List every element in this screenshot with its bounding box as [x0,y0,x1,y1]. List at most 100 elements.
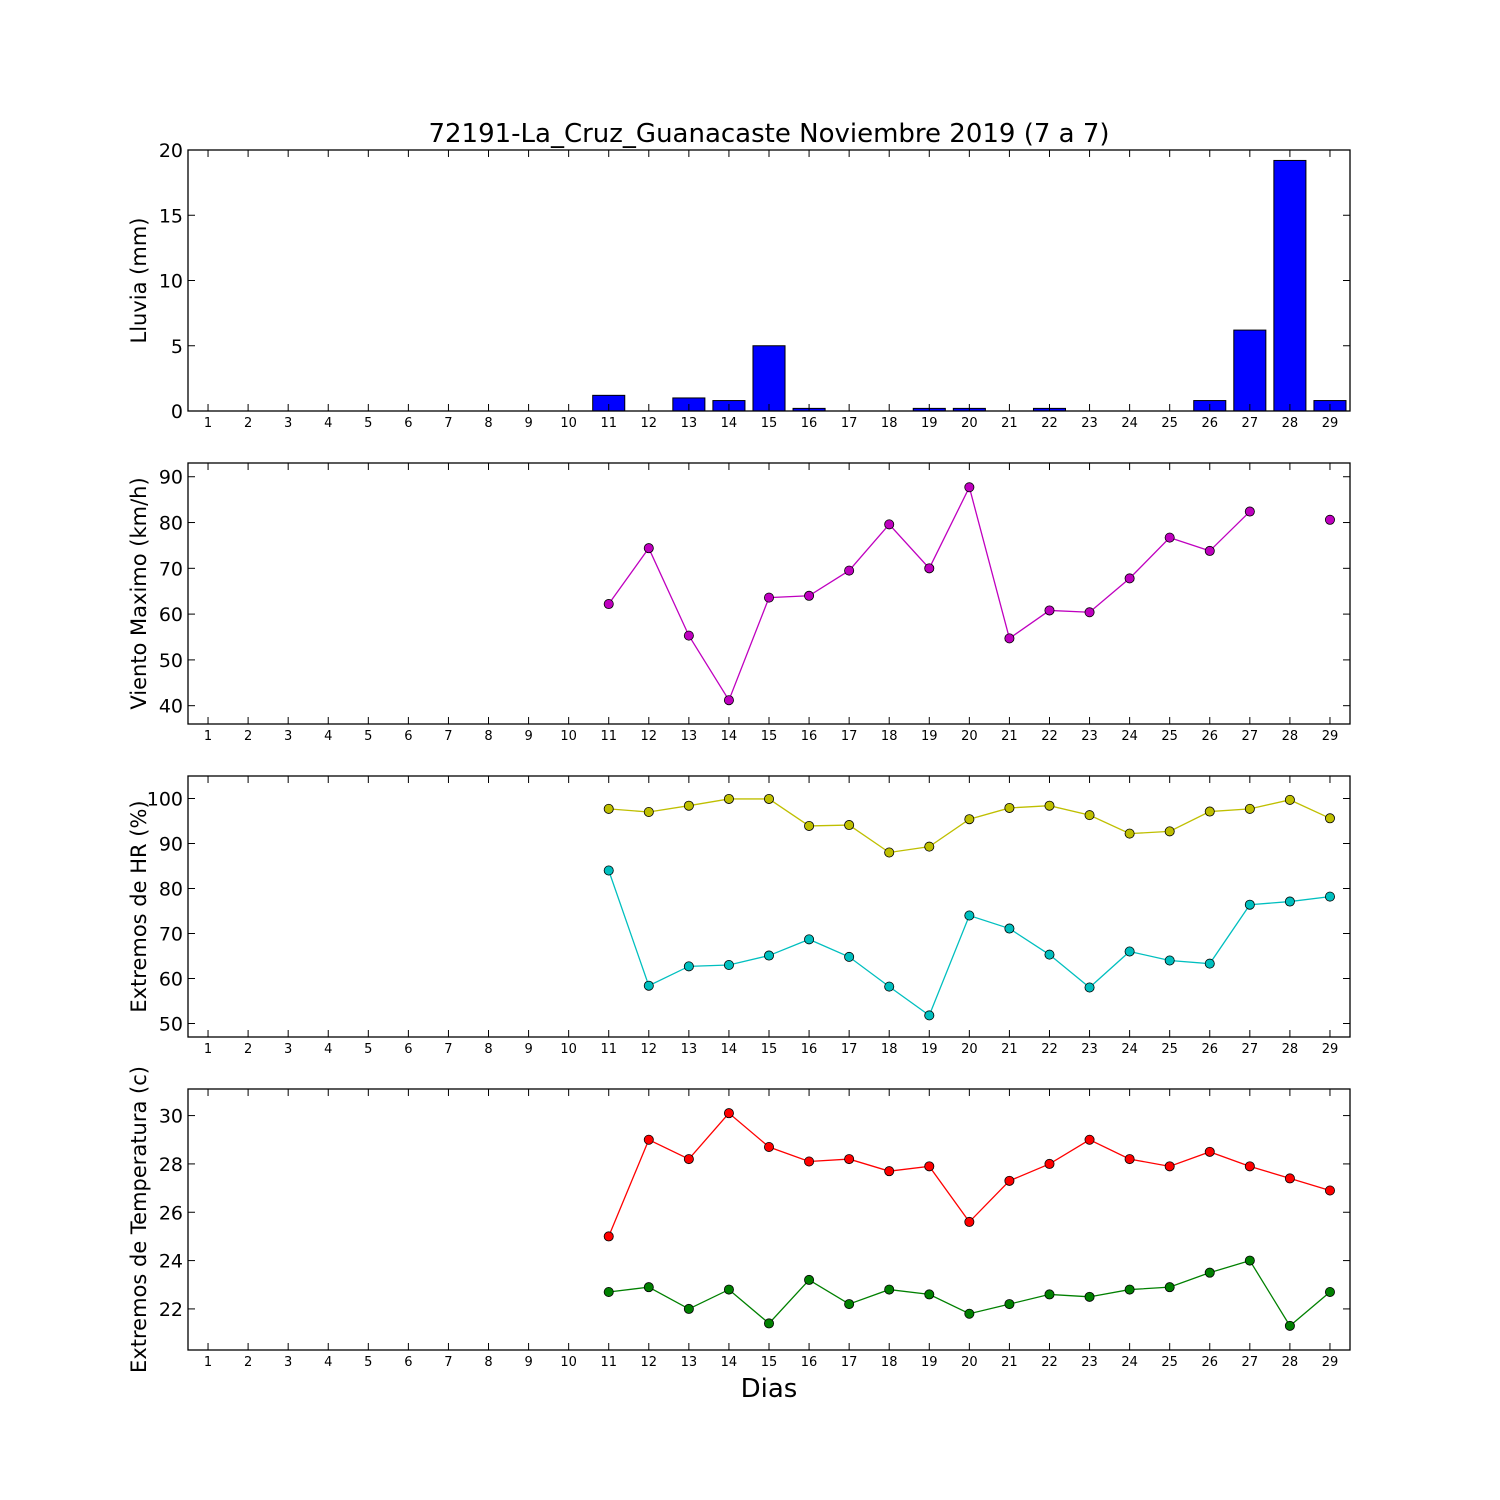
x-tick-label: 22 [1041,1355,1058,1370]
x-tick-label: 29 [1322,729,1339,744]
point-day-13 [683,630,694,641]
x-tick-label: 1 [204,729,212,744]
point-day-17 [844,820,855,831]
point-day-19 [924,1289,935,1300]
point-day-12 [643,807,654,818]
point-day-18 [884,519,895,530]
x-tick-label: 17 [841,1042,858,1057]
x-tick-label: 27 [1242,1355,1259,1370]
point-day-27 [1244,1161,1255,1172]
x-tick-label: 25 [1161,1355,1178,1370]
x-tick-label: 25 [1161,416,1178,431]
x-tick-label: 18 [881,416,898,431]
x-tick-label: 16 [801,416,818,431]
point-day-27 [1244,1255,1255,1266]
y-tick-label: 70 [159,924,183,946]
point-day-12 [643,980,654,991]
x-tick-label: 9 [524,1042,532,1057]
x-tick-label: 14 [721,1355,738,1370]
y-axis-label: Extremos de HR (%) [127,800,151,1012]
point-day-21 [1004,1175,1015,1186]
x-tick-label: 15 [761,1042,778,1057]
x-tick-label: 25 [1161,729,1178,744]
point-day-20 [964,482,975,493]
y-tick-label: 5 [171,336,183,358]
series-1 [603,1108,1335,1242]
y-tick-label: 26 [159,1202,183,1224]
x-tick-label: 26 [1201,1042,1218,1057]
point-day-23 [1084,607,1095,618]
series-2 [603,865,1335,1021]
point-day-26 [1204,1146,1215,1157]
x-tick-label: 15 [761,1355,778,1370]
point-day-22 [1044,800,1055,811]
point-day-17 [844,565,855,576]
point-day-25 [1164,532,1175,543]
point-day-14 [723,793,734,804]
x-tick-label: 26 [1201,1355,1218,1370]
x-tick-label: 20 [961,729,978,744]
point-day-16 [804,934,815,945]
x-tick-label: 3 [284,416,292,431]
x-tick-label: 7 [444,1355,452,1370]
point-day-18 [884,1166,895,1177]
y-tick-label: 10 [159,271,183,293]
x-tick-label: 8 [484,1042,492,1057]
series-1 [603,482,1335,706]
x-tick-label: 1 [204,1355,212,1370]
x-tick-label: 20 [961,1042,978,1057]
x-tick-label: 27 [1242,1042,1259,1057]
point-day-22 [1044,1289,1055,1300]
x-tick-label: 28 [1282,416,1299,431]
y-tick-label: 28 [159,1154,183,1176]
bar-day-27 [1233,329,1267,412]
x-tick-label: 5 [364,729,372,744]
x-tick-label: 4 [324,1355,332,1370]
x-tick-label: 24 [1121,416,1138,431]
x-tick-label: 2 [244,729,252,744]
x-tick-label: 13 [681,1355,698,1370]
x-tick-label: 16 [801,1355,818,1370]
x-tick-label: 17 [841,416,858,431]
x-tick-label: 18 [881,729,898,744]
x-tick-label: 1 [204,416,212,431]
y-tick-label: 22 [159,1299,183,1321]
point-day-24 [1124,1284,1135,1295]
point-day-17 [844,1299,855,1310]
y-tick-label: 100 [147,789,183,811]
point-day-20 [964,814,975,825]
x-tick-label: 19 [921,416,938,431]
x-tick-label: 13 [681,1042,698,1057]
point-day-15 [764,793,775,804]
point-day-21 [1004,802,1015,813]
x-tick-label: 27 [1242,729,1259,744]
x-tick-label: 14 [721,1042,738,1057]
point-day-25 [1164,955,1175,966]
x-tick-label: 19 [921,1355,938,1370]
point-day-13 [683,800,694,811]
x-tick-label: 12 [641,416,658,431]
x-tick-label: 9 [524,1355,532,1370]
x-tick-label: 18 [881,1355,898,1370]
x-tick-label: 21 [1001,1355,1018,1370]
bar-day-15 [752,345,786,412]
x-tick-label: 8 [484,729,492,744]
point-day-15 [764,1318,775,1329]
point-day-17 [844,951,855,962]
x-tick-label: 29 [1322,416,1339,431]
x-tick-label: 23 [1081,1042,1098,1057]
point-day-21 [1004,923,1015,934]
x-tick-label: 25 [1161,1042,1178,1057]
y-tick-label: 80 [159,879,183,901]
x-tick-label: 9 [524,729,532,744]
y-tick-label: 30 [159,1106,183,1128]
x-axis-label: Dias [741,1374,798,1404]
point-day-11 [603,1287,614,1298]
x-tick-label: 12 [641,729,658,744]
x-tick-label: 8 [484,1355,492,1370]
x-tick-label: 21 [1001,416,1018,431]
point-day-21 [1004,1299,1015,1310]
x-tick-label: 23 [1081,1355,1098,1370]
point-day-15 [764,1142,775,1153]
